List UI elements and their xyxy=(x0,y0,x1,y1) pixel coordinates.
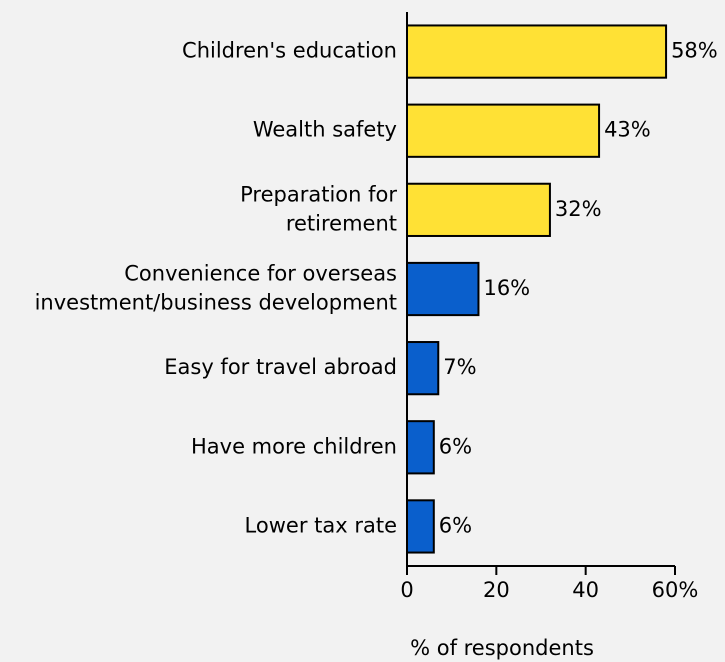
x-tick-label: 0 xyxy=(400,578,413,602)
category-label: Wealth safety xyxy=(253,118,397,142)
x-tick-label: 20 xyxy=(483,578,510,602)
category-labels: Children's education Wealth safety Prepara… xyxy=(35,39,398,538)
category-label: Preparation for xyxy=(240,182,397,206)
bars xyxy=(406,24,668,554)
x-tick-label: 40 xyxy=(572,578,599,602)
x-axis-title: % of respondents xyxy=(410,636,594,660)
category-label: investment/business development xyxy=(35,291,397,315)
value-label: 6% xyxy=(439,513,472,537)
bar xyxy=(406,341,440,396)
bar xyxy=(406,420,435,475)
bar xyxy=(406,182,551,237)
value-label: 7% xyxy=(443,355,476,379)
bar xyxy=(406,24,668,79)
bar xyxy=(406,103,601,158)
value-labels: 58% 43% 32% 16% 7% 6% 6% xyxy=(439,39,718,538)
value-label: 16% xyxy=(483,276,530,300)
category-label: Easy for travel abroad xyxy=(164,355,397,379)
x-axis-ticks: 0 20 40 60% xyxy=(400,566,698,602)
value-label: 6% xyxy=(439,434,472,458)
category-label: retirement xyxy=(286,211,397,235)
category-label: Children's education xyxy=(182,39,397,63)
value-label: 58% xyxy=(671,39,718,63)
category-label: Have more children xyxy=(191,434,397,458)
x-tick-label: 60% xyxy=(652,578,699,602)
category-label: Convenience for overseas xyxy=(124,262,397,286)
bar xyxy=(406,261,480,317)
bar xyxy=(406,499,435,554)
category-label: Lower tax rate xyxy=(245,513,397,537)
value-label: 43% xyxy=(604,118,651,142)
value-label: 32% xyxy=(555,197,602,221)
